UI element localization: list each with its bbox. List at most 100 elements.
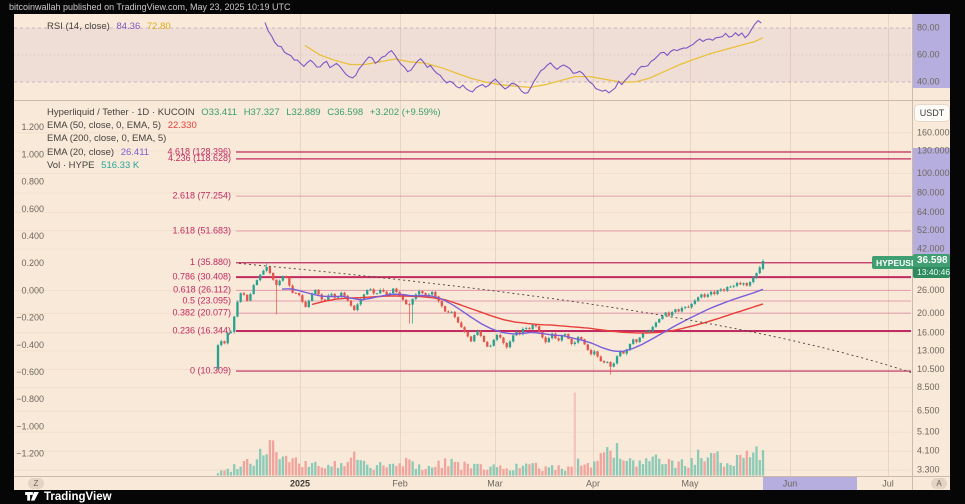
timezone-button[interactable]: Z bbox=[28, 478, 44, 489]
fib-retracement[interactable]: 4.618 (128.396)4.236 (118.628) 2.618 (77.… bbox=[167, 146, 911, 375]
main-chart-legend: Hyperliquid / Tether · 1D · KUCOIN O33.4… bbox=[47, 106, 445, 172]
trendline[interactable] bbox=[238, 262, 912, 373]
ema50-line bbox=[311, 295, 764, 334]
svg-text:160.000: 160.000 bbox=[917, 127, 950, 137]
svg-text:Feb: Feb bbox=[392, 478, 408, 488]
rsi-pane bbox=[14, 19, 911, 94]
svg-text:Jul: Jul bbox=[882, 478, 894, 488]
ema200-legend-row[interactable]: EMA (200, close, 0, EMA, 5) bbox=[47, 132, 445, 145]
ema50-value: 22.330 bbox=[167, 120, 197, 132]
svg-text:8.500: 8.500 bbox=[917, 382, 940, 392]
ohlc-high: H37.327 bbox=[243, 107, 280, 118]
ohlc-close: C36.598 bbox=[327, 107, 364, 118]
svg-text:40.00: 40.00 bbox=[917, 76, 940, 86]
last-price-badge: 36.598 13:40:46 bbox=[913, 254, 950, 278]
price-axis[interactable]: 160.000 130.000 100.000 80.000 64.000 52.000 4… bbox=[917, 22, 950, 474]
rsi-ma-line bbox=[304, 37, 764, 89]
svg-text:4.100: 4.100 bbox=[917, 446, 940, 456]
volume-label: Vol · HYPE bbox=[47, 159, 95, 171]
svg-text:−0.400: −0.400 bbox=[16, 340, 44, 350]
currency-toggle-button[interactable]: USDT bbox=[915, 105, 949, 121]
svg-text:0.000: 0.000 bbox=[21, 285, 44, 295]
tradingview-logo-text: TradingView bbox=[44, 491, 112, 503]
ohlc-open: O33.411 bbox=[201, 107, 238, 118]
tradingview-logo-icon bbox=[25, 492, 39, 501]
svg-text:0.600: 0.600 bbox=[21, 204, 44, 214]
rsi-legend-label: RSI (14, close) bbox=[47, 21, 110, 32]
rsi-legend[interactable]: RSI (14, close) 84.36 72.80 bbox=[47, 20, 175, 33]
svg-text:1.200: 1.200 bbox=[21, 122, 44, 132]
svg-text:−0.600: −0.600 bbox=[16, 367, 44, 377]
svg-text:0.786 (30.408): 0.786 (30.408) bbox=[172, 271, 231, 281]
ohlc-low: L32.889 bbox=[286, 107, 321, 118]
candlestick-series bbox=[216, 259, 765, 375]
tradingview-logo[interactable]: TradingView bbox=[25, 491, 112, 504]
svg-text:80.00: 80.00 bbox=[917, 22, 940, 32]
svg-text:−1.000: −1.000 bbox=[16, 421, 44, 431]
ohlc-change: +3.202 (+9.59%) bbox=[369, 107, 441, 118]
svg-text:26.000: 26.000 bbox=[917, 285, 945, 295]
svg-text:2.618 (77.254): 2.618 (77.254) bbox=[172, 190, 231, 200]
svg-text:0.200: 0.200 bbox=[21, 258, 44, 268]
svg-text:1.000: 1.000 bbox=[21, 149, 44, 159]
rsi-line bbox=[264, 19, 762, 94]
svg-text:1.618 (51.683): 1.618 (51.683) bbox=[172, 225, 231, 235]
left-axis[interactable]: 1.200 1.000 0.800 0.600 0.400 0.200 0.000 −0.20… bbox=[16, 122, 44, 458]
svg-text:16.000: 16.000 bbox=[917, 327, 945, 337]
svg-text:3.300: 3.300 bbox=[917, 464, 940, 474]
svg-text:130.000: 130.000 bbox=[917, 145, 950, 155]
svg-text:80.000: 80.000 bbox=[917, 187, 945, 197]
symbol-price-label: HYPEUSDT bbox=[872, 256, 927, 269]
time-axis[interactable]: 2025 Feb Mar Apr May Jun Jul bbox=[290, 478, 894, 488]
svg-text:0.382 (20.077): 0.382 (20.077) bbox=[172, 308, 231, 318]
ema20-label: EMA (20, close) bbox=[47, 146, 115, 158]
svg-text:60.00: 60.00 bbox=[917, 49, 940, 59]
axis-highlight-bands bbox=[763, 14, 950, 490]
ema20-legend-row[interactable]: EMA (20, close) 26.411 bbox=[47, 146, 445, 159]
auto-scale-button[interactable]: A bbox=[931, 478, 947, 489]
last-price-value: 36.598 bbox=[913, 254, 950, 267]
bar-countdown: 13:40:46 bbox=[913, 267, 950, 278]
svg-text:20.000: 20.000 bbox=[917, 308, 945, 318]
svg-text:0.618 (26.112): 0.618 (26.112) bbox=[173, 285, 231, 295]
ema20-value: 26.411 bbox=[120, 146, 150, 158]
svg-text:−0.200: −0.200 bbox=[16, 313, 44, 323]
ema200-label: EMA (200, close, 0, EMA, 5) bbox=[47, 133, 167, 145]
volume-series bbox=[216, 392, 765, 476]
svg-text:Mar: Mar bbox=[487, 478, 503, 488]
symbol-legend-row[interactable]: Hyperliquid / Tether · 1D · KUCOIN O33.4… bbox=[47, 106, 445, 119]
svg-text:6.500: 6.500 bbox=[917, 405, 940, 415]
svg-text:4.236 (118.628): 4.236 (118.628) bbox=[168, 153, 231, 163]
svg-text:Jun: Jun bbox=[783, 478, 798, 488]
attribution-text: bitcoinwallah published on TradingView.c… bbox=[9, 2, 291, 12]
svg-text:May: May bbox=[681, 478, 699, 488]
svg-text:2025: 2025 bbox=[290, 478, 310, 488]
ema-lines bbox=[281, 288, 764, 353]
pane-borders bbox=[14, 14, 950, 490]
rsi-value: 84.36 bbox=[116, 21, 141, 32]
rsi-ma-value: 72.80 bbox=[146, 21, 171, 32]
ema50-label: EMA (50, close, 0, EMA, 5) bbox=[47, 120, 162, 132]
svg-text:Apr: Apr bbox=[586, 478, 600, 488]
svg-text:0.400: 0.400 bbox=[21, 231, 44, 241]
svg-text:100.000: 100.000 bbox=[917, 168, 950, 178]
svg-text:4.618 (128.396): 4.618 (128.396) bbox=[167, 146, 231, 156]
svg-text:0.236 (16.344): 0.236 (16.344) bbox=[172, 325, 231, 335]
volume-value: 516.33 K bbox=[101, 159, 140, 171]
symbol-title: Hyperliquid / Tether · 1D · KUCOIN bbox=[47, 107, 195, 118]
svg-text:1 (35.880): 1 (35.880) bbox=[190, 257, 231, 267]
chart-background bbox=[14, 14, 950, 490]
ema20-line bbox=[281, 288, 764, 353]
svg-text:0.800: 0.800 bbox=[21, 177, 44, 187]
attribution-bar: bitcoinwallah published on TradingView.c… bbox=[0, 0, 965, 14]
svg-text:64.000: 64.000 bbox=[917, 207, 945, 217]
svg-text:42.000: 42.000 bbox=[917, 243, 945, 253]
ema50-legend-row[interactable]: EMA (50, close, 0, EMA, 5) 22.330 bbox=[47, 119, 445, 132]
svg-text:5.100: 5.100 bbox=[917, 427, 940, 437]
svg-text:0 (10.309): 0 (10.309) bbox=[190, 365, 231, 375]
svg-text:−1.200: −1.200 bbox=[16, 449, 44, 459]
svg-text:0.5 (23.095): 0.5 (23.095) bbox=[182, 295, 231, 305]
volume-legend-row[interactable]: Vol · HYPE 516.33 K bbox=[47, 159, 445, 172]
